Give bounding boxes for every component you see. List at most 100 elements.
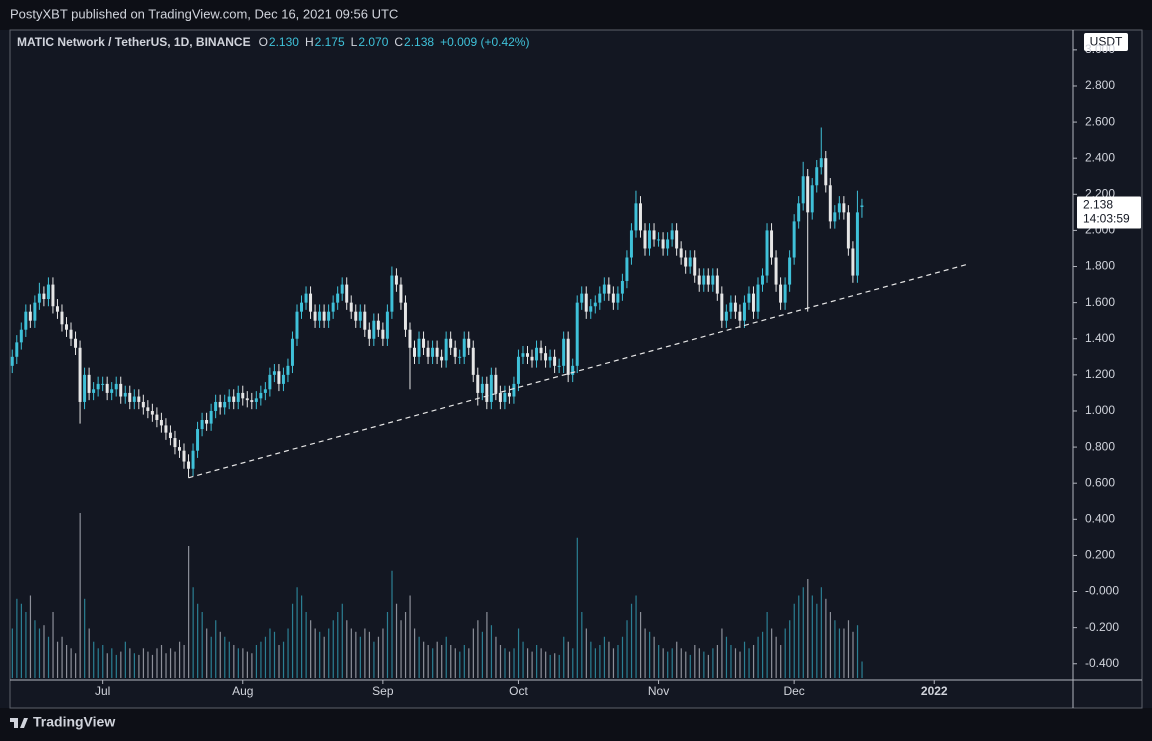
candle-body: [268, 374, 272, 390]
volume-bar: [233, 645, 235, 678]
volume-bar: [183, 645, 185, 678]
candle-body: [449, 338, 453, 348]
candle-body: [24, 311, 28, 330]
candle-body: [422, 338, 426, 348]
volume-bar: [771, 628, 773, 678]
candle-body: [367, 329, 371, 339]
volume-bar: [138, 654, 140, 678]
volume-bar: [581, 612, 583, 678]
x-tick-label: Aug: [232, 684, 253, 698]
volume-bar: [798, 595, 800, 678]
candle-body: [747, 293, 751, 303]
volume-bar: [685, 651, 687, 678]
volume-bar: [151, 654, 154, 678]
candle-body: [150, 410, 154, 415]
volume-bar: [436, 641, 438, 678]
candle-body: [55, 306, 59, 312]
volume-bar: [432, 648, 434, 678]
candle-body: [815, 167, 819, 186]
candle-body: [535, 347, 539, 361]
volume-bar: [332, 620, 334, 678]
candle-body: [593, 302, 597, 307]
volume-bar: [459, 651, 461, 678]
candle-body: [281, 374, 285, 384]
volume-bar: [391, 570, 393, 678]
candle-body: [42, 293, 46, 300]
volume-bar: [739, 651, 741, 678]
volume-bar: [802, 587, 804, 678]
volume-bar: [445, 636, 447, 678]
volume-bar: [743, 641, 746, 678]
volume-bar: [404, 612, 407, 678]
y-tick-label: 0.600: [1085, 475, 1115, 489]
volume-bar: [16, 598, 18, 678]
volume-bar: [558, 654, 560, 678]
candle-body: [295, 311, 299, 339]
volume-bar: [47, 636, 50, 678]
candle-body: [629, 230, 633, 258]
volume-bar: [314, 628, 316, 678]
candle-body: [381, 329, 385, 339]
candle-body: [78, 347, 82, 402]
candle-body: [751, 293, 755, 312]
volume-bar: [219, 631, 221, 678]
volume-bar: [716, 645, 719, 678]
candle-body: [444, 338, 448, 361]
candle-body: [74, 338, 78, 348]
volume-bar: [825, 598, 827, 678]
volume-bar: [418, 636, 420, 678]
candle-body: [711, 275, 715, 285]
candle-body: [159, 420, 163, 426]
volume-bar: [188, 546, 190, 678]
candle-body: [598, 293, 602, 303]
x-tick-label: Dec: [783, 684, 804, 698]
volume-bar: [576, 537, 578, 678]
last-price: 2.138: [1083, 198, 1113, 212]
volume-bar: [671, 648, 673, 678]
candle-body: [715, 275, 719, 294]
candle-body: [128, 392, 132, 402]
y-tick-label: 0.400: [1085, 511, 1115, 525]
volume-bar: [757, 636, 759, 678]
volume-bar: [590, 641, 592, 678]
brand: TradingView: [33, 714, 115, 730]
candle-body: [390, 275, 394, 312]
volume-bar: [734, 648, 737, 678]
candle-body: [580, 293, 584, 303]
candle-body: [10, 356, 14, 366]
volume-bar: [224, 636, 226, 678]
volume-bar: [441, 645, 443, 678]
candle-body: [214, 401, 218, 411]
volume-bar: [630, 603, 633, 678]
volume-bar: [748, 648, 750, 678]
y-tick-label: -0.200: [1085, 620, 1119, 634]
volume-bar: [766, 612, 768, 678]
volume-bar: [215, 620, 217, 678]
candle-body: [399, 284, 403, 303]
volume-bar: [816, 603, 818, 678]
volume-bar: [75, 653, 77, 678]
candle-body: [553, 356, 557, 366]
currency: USDT: [1090, 35, 1123, 49]
volume-bar: [79, 513, 81, 678]
candle-body: [589, 306, 593, 312]
volume-bar: [838, 628, 841, 678]
candle-body: [512, 383, 516, 397]
volume-bar: [468, 648, 470, 678]
candle-body: [670, 230, 674, 240]
volume-bar: [780, 645, 782, 678]
volume-bar: [29, 595, 32, 678]
volume-bar: [676, 641, 678, 678]
volume-bar: [513, 648, 515, 678]
volume-bar: [341, 603, 343, 678]
volume-bar: [599, 645, 601, 678]
frame: [9, 29, 1143, 709]
volume-bar: [350, 628, 352, 678]
candle-body: [417, 338, 421, 357]
candle-body: [431, 347, 435, 357]
candle-body: [657, 239, 661, 241]
volume-bar: [242, 648, 244, 678]
last-price-box: [1077, 196, 1141, 229]
x-tick-label: Oct: [509, 684, 528, 698]
change: +0.009 (+0.42%): [440, 35, 529, 49]
